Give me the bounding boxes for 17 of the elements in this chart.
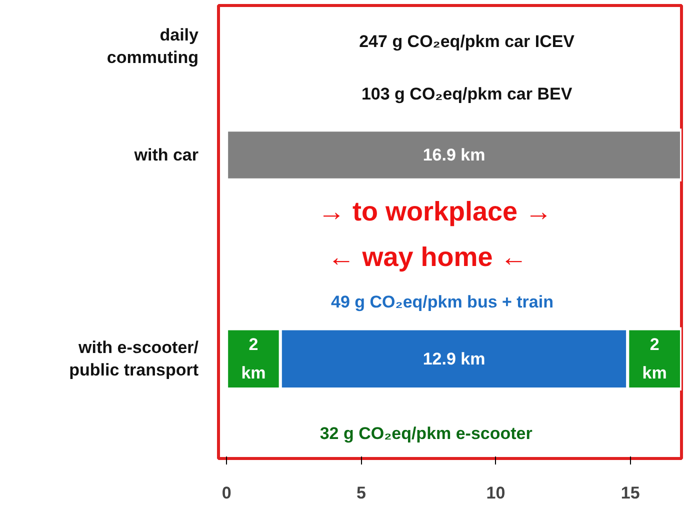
data-label: 16.9 km — [422, 145, 486, 164]
annotation: 247 g CO₂eq/pkm car ICEV — [359, 32, 576, 52]
y-tick-label: with car — [133, 145, 199, 164]
x-tick-label: 0 — [222, 484, 232, 502]
annotation: ← way home ← — [328, 242, 528, 272]
x-tick-label: 15 — [620, 484, 640, 502]
annotation: 103 g CO₂eq/pkm car BEV — [361, 84, 573, 104]
data-label: 2 km — [241, 335, 266, 383]
annotation: → to workplace → — [318, 196, 552, 227]
data-label: 2 km — [642, 335, 667, 383]
x-tick-label: 5 — [356, 484, 366, 502]
y-tick-label: with e-scooter/ public transport — [69, 338, 199, 380]
x-tick-label: 10 — [486, 484, 506, 502]
data-label: 12.9 km — [422, 349, 486, 368]
annotation: 32 g CO₂eq/pkm e-scooter — [320, 424, 533, 444]
text: daily commuting — [106, 25, 200, 68]
annotation: 49 g CO₂eq/pkm bus + train — [331, 292, 554, 312]
